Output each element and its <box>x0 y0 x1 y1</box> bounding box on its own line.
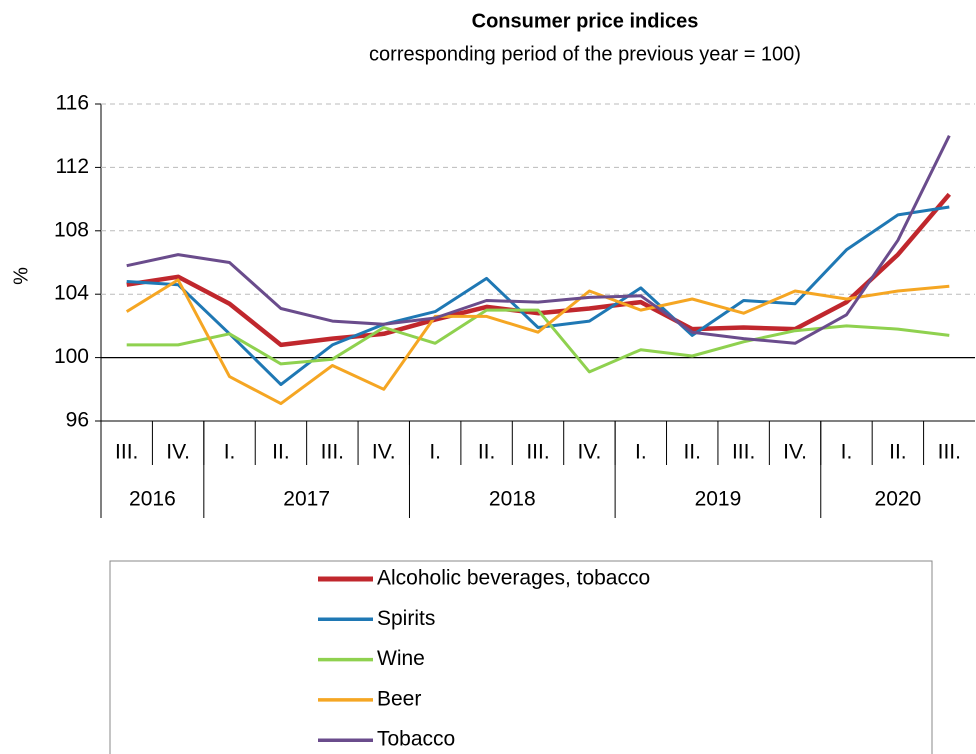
x-tick-label: I. <box>224 441 236 464</box>
legend-label: Wine <box>377 647 425 670</box>
group-label: 2020 <box>875 488 922 511</box>
x-tick-label: IV. <box>578 441 602 464</box>
x-tick-label: III. <box>526 441 549 464</box>
y-tick-label: 104 <box>54 282 89 305</box>
x-tick-label: II. <box>889 441 907 464</box>
y-tick-label: 116 <box>56 92 89 115</box>
series-line <box>126 135 951 345</box>
chart-title: Consumer price indices <box>472 10 699 32</box>
legend-label: Tobacco <box>377 728 455 751</box>
series-line <box>126 308 950 374</box>
chart-subtitle: corresponding period of the previous yea… <box>369 43 801 65</box>
legend-label: Beer <box>377 687 421 710</box>
legend-box <box>109 560 933 754</box>
y-tick-label: 100 <box>54 345 89 368</box>
legend-label: Spirits <box>377 607 435 630</box>
x-tick-label: I. <box>635 441 647 464</box>
x-tick-label: II. <box>478 441 496 464</box>
series-line <box>126 205 950 386</box>
y-tick-label: 96 <box>66 409 89 432</box>
x-tick-label: IV. <box>372 441 396 464</box>
x-tick-label: III. <box>938 441 961 464</box>
x-tick-label: III. <box>321 441 344 464</box>
x-tick-label: I. <box>841 441 853 464</box>
x-tick-label: IV. <box>166 441 190 464</box>
series-line <box>125 278 950 406</box>
group-label: 2019 <box>695 488 742 511</box>
x-tick-label: III. <box>115 441 138 464</box>
group-label: 2016 <box>129 488 176 511</box>
y-axis-label: % <box>10 267 32 285</box>
group-label: 2017 <box>283 488 330 511</box>
x-tick-label: IV. <box>783 441 807 464</box>
x-tick-label: I. <box>429 441 441 464</box>
y-tick-label: 108 <box>54 218 89 241</box>
x-tick-label: II. <box>683 441 701 464</box>
legend-label: Alcoholic beverages, tobacco <box>377 567 650 590</box>
x-tick-label: III. <box>732 441 755 464</box>
x-tick-label: II. <box>272 441 290 464</box>
y-tick-label: 112 <box>56 155 89 178</box>
series-line <box>126 192 952 348</box>
group-label: 2018 <box>489 488 536 511</box>
